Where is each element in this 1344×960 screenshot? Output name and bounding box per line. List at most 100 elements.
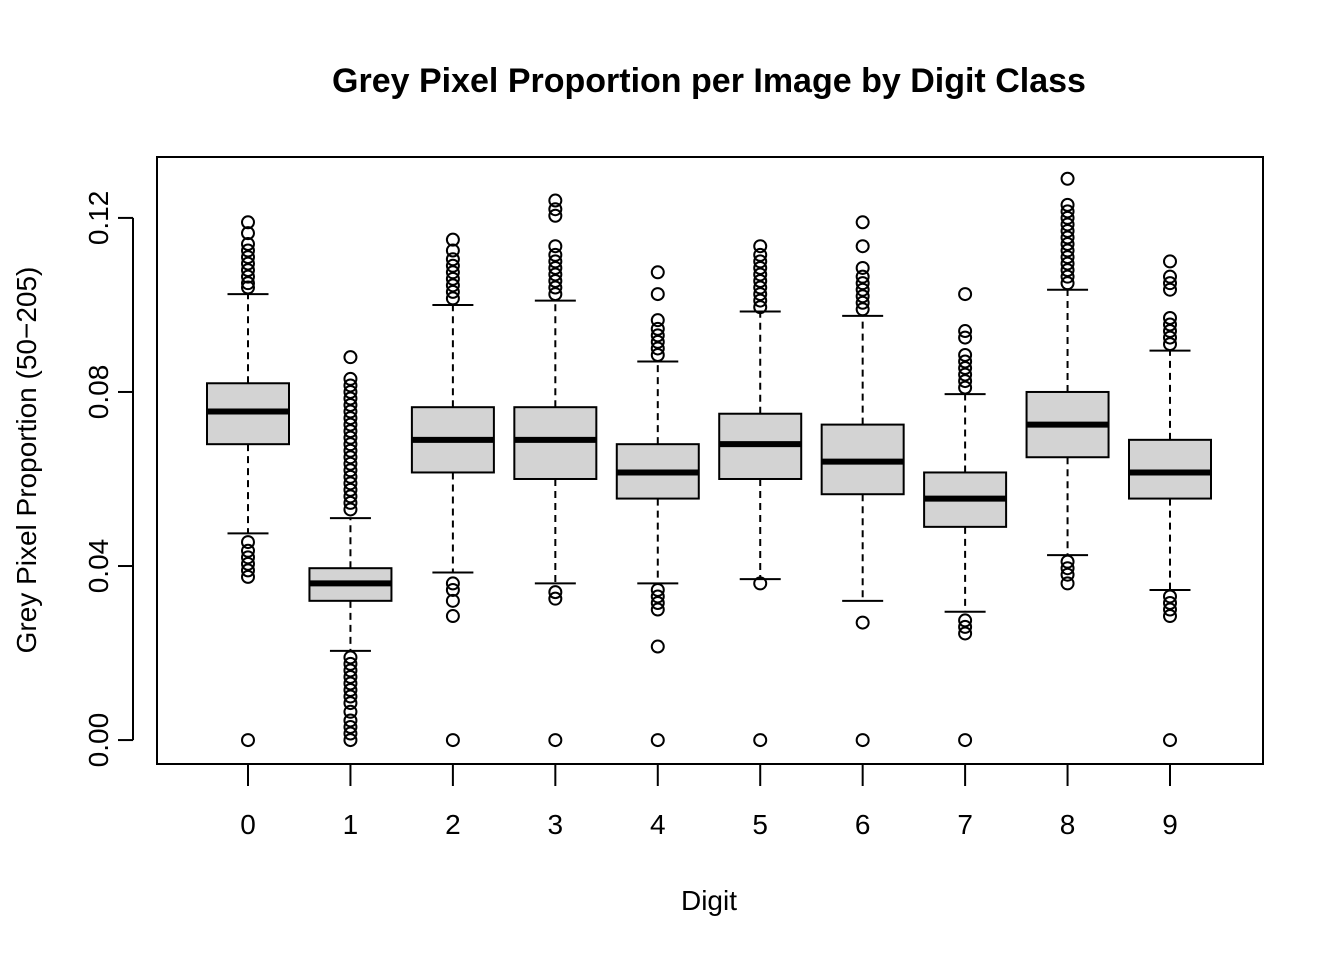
outlier-point [548, 733, 563, 748]
y-tick-label: 0.12 [83, 191, 114, 246]
outlier-point [241, 269, 255, 284]
outlier-point [958, 354, 973, 369]
outlier-point [958, 361, 973, 376]
outlier-point [445, 733, 460, 748]
outlier-point [958, 374, 973, 389]
outlier-point [650, 602, 665, 617]
outlier-point [241, 280, 255, 295]
outlier-point [343, 720, 358, 735]
outlier-point [855, 215, 870, 230]
outlier-point [1163, 269, 1177, 284]
outlier-point [855, 260, 870, 275]
outlier-point [958, 733, 973, 748]
outlier-point [548, 287, 563, 302]
outlier-point [650, 733, 665, 748]
outlier-point [241, 243, 255, 258]
outlier-point [1163, 324, 1177, 339]
box-digit-6 [820, 215, 905, 748]
outlier-point [548, 260, 563, 275]
outlier-point [343, 663, 358, 678]
outlier-point [343, 411, 358, 426]
outlier-point [855, 269, 870, 284]
outlier-point [650, 639, 665, 654]
outlier-point [241, 226, 255, 241]
outlier-point [855, 302, 870, 317]
outlier-point [548, 267, 563, 282]
outlier-point [1163, 337, 1177, 352]
outlier-point [343, 430, 358, 445]
outlier-point [1060, 210, 1075, 225]
outlier-point [958, 380, 973, 395]
outlier-point [1163, 596, 1177, 611]
outlier-point [343, 656, 358, 671]
box-digit-4 [615, 265, 700, 748]
outlier-point [753, 280, 768, 295]
y-tick-label: 0.08 [83, 365, 114, 420]
outlier-point [1163, 609, 1177, 624]
box-digit-8 [1025, 171, 1110, 591]
outlier-point [241, 550, 255, 565]
outlier-point [445, 258, 460, 273]
outlier-point [958, 613, 973, 628]
outlier-point [343, 482, 358, 497]
outlier-point [855, 289, 870, 304]
outlier-point [548, 280, 563, 295]
outlier-point [343, 456, 358, 471]
boxes-layer [206, 171, 1212, 748]
outlier-point [548, 208, 563, 223]
outlier-point [343, 424, 358, 439]
outlier-point [958, 287, 973, 302]
outlier-point [1060, 576, 1075, 591]
outlier-point [241, 250, 255, 265]
y-axis-label: Grey Pixel Proportion (50−205) [11, 267, 42, 654]
outlier-point [241, 263, 255, 278]
x-tick-label: 0 [240, 809, 256, 840]
outlier-point [548, 274, 563, 289]
x-axis: 0 1 2 3 4 5 6 7 8 9 [240, 763, 1178, 840]
chart-title: Grey Pixel Proportion per Image by Digit… [332, 62, 1086, 100]
x-tick-label: 4 [650, 809, 666, 840]
outlier-point [445, 284, 460, 299]
outlier-point [650, 341, 665, 356]
outlier-point [650, 334, 665, 349]
outlier-point [445, 278, 460, 293]
outlier-point [343, 404, 358, 419]
outlier-point [958, 626, 973, 641]
x-tick-label: 3 [548, 809, 564, 840]
box-digit-3 [513, 193, 598, 748]
outlier-point [1060, 243, 1075, 258]
box-iqr [513, 406, 598, 480]
outlier-point [343, 378, 358, 393]
outlier-point [958, 330, 973, 345]
outlier-point [548, 585, 563, 600]
outlier-point [650, 321, 665, 336]
outlier-point [753, 254, 768, 269]
outlier-point [753, 267, 768, 282]
outlier-point [650, 347, 665, 362]
outlier-point [753, 576, 768, 591]
outlier-point [445, 582, 460, 597]
outlier-point [343, 417, 358, 432]
outlier-point [650, 328, 665, 343]
outlier-point [343, 371, 358, 386]
outlier-point [343, 443, 358, 458]
outlier-point [1060, 567, 1075, 582]
outlier-point [1060, 250, 1075, 265]
box-digit-2 [410, 232, 495, 748]
outlier-point [753, 274, 768, 289]
x-axis-label: Digit [681, 885, 737, 916]
outlier-point [548, 193, 563, 208]
outlier-point [343, 726, 358, 741]
outlier-point [1060, 171, 1075, 186]
outlier-point [1163, 602, 1177, 617]
outlier-point [855, 276, 870, 291]
outlier-point [1060, 263, 1075, 278]
outlier-point [343, 391, 358, 406]
outlier-point [1163, 317, 1177, 332]
outlier-point [241, 276, 255, 291]
outlier-point [343, 713, 358, 728]
outlier-point [548, 254, 563, 269]
outlier-point [343, 463, 358, 478]
outlier-point [650, 287, 665, 302]
outlier-point [343, 676, 358, 691]
